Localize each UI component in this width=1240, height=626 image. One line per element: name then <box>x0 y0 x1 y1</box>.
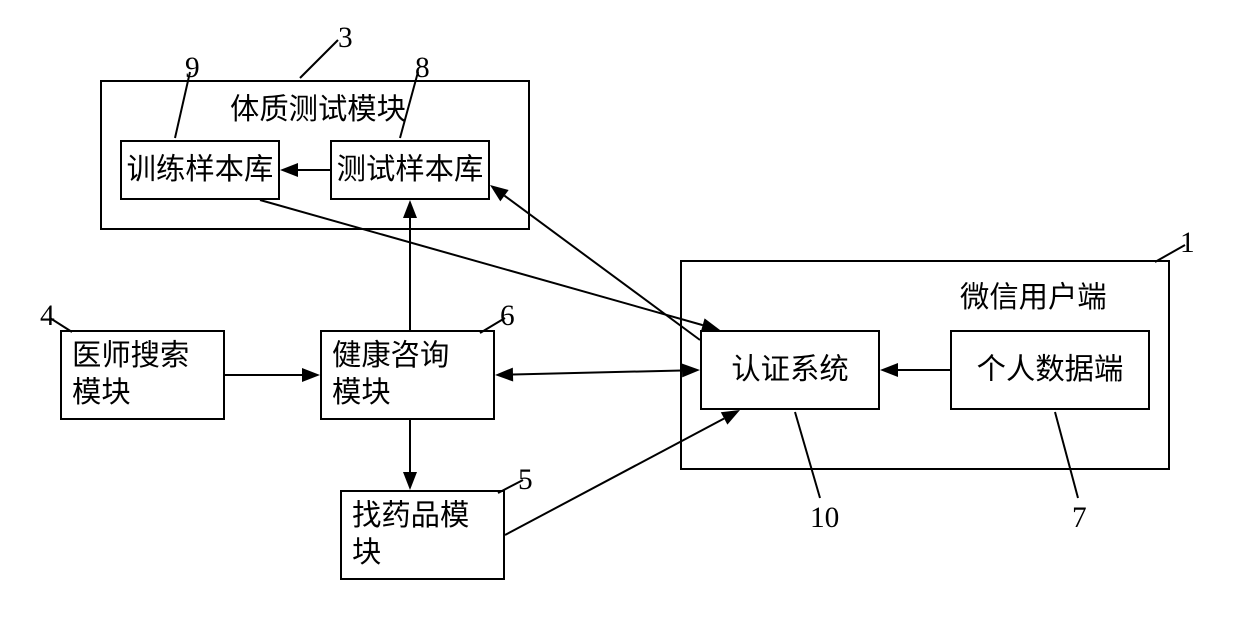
label-box5: 找药品模 块 <box>352 498 469 571</box>
number-3: 3 <box>338 20 353 57</box>
module-title-1: 微信用户端 <box>960 280 1107 317</box>
label-box7: 个人数据端 <box>950 330 1150 410</box>
number-5: 5 <box>518 462 533 499</box>
number-9: 9 <box>185 50 200 87</box>
number-1: 1 <box>1180 225 1195 262</box>
label-box9: 训练样本库 <box>120 140 280 200</box>
label-box8: 测试样本库 <box>330 140 490 200</box>
number-6: 6 <box>500 298 515 335</box>
label-box4: 医师搜索 模块 <box>72 338 189 411</box>
number-8: 8 <box>415 50 430 87</box>
number-4: 4 <box>40 298 55 335</box>
label-box6: 健康咨询 模块 <box>332 338 449 411</box>
module-title-3: 体质测试模块 <box>230 92 406 129</box>
label-box10: 认证系统 <box>700 330 880 410</box>
number-7: 7 <box>1072 500 1087 537</box>
diagram-canvas: 体质测试模块 微信用户端 训练样本库 测试样本库 医师搜索 模块 健康咨询 模块… <box>0 0 1240 626</box>
number-10: 10 <box>810 500 839 537</box>
